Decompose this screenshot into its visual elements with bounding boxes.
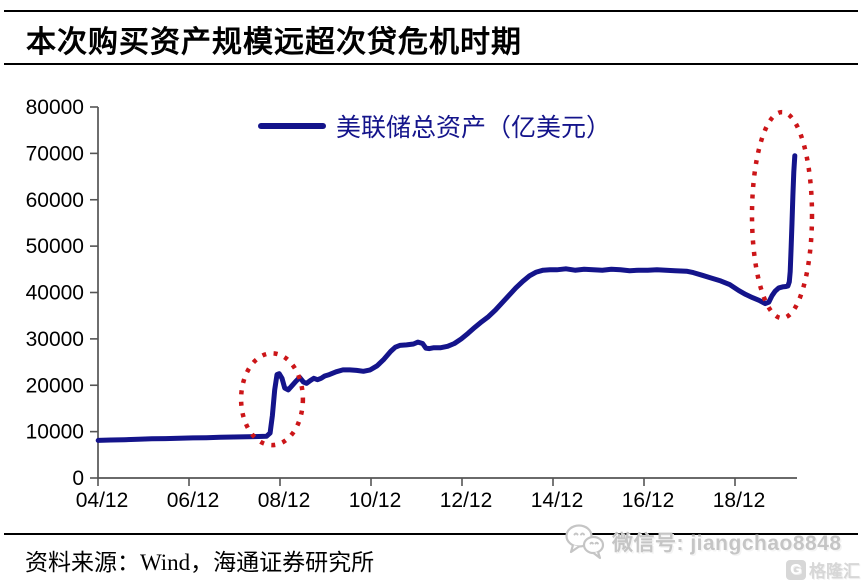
- wechat-icon: [565, 524, 605, 560]
- wechat-watermark: 微信号: jiangchao8848: [564, 522, 842, 562]
- x-axis-tick-label: 16/12: [622, 489, 675, 512]
- fed-total-assets-line: [95, 153, 798, 443]
- y-axis-tick-label: 60000: [26, 189, 84, 212]
- legend-label: 美联储总资产（亿美元）: [336, 115, 612, 142]
- highlight-ellipse: [238, 351, 306, 448]
- x-axis-tick-label: 12/12: [440, 489, 493, 512]
- x-axis-tick-label: 06/12: [167, 489, 220, 512]
- y-axis-tick-label: 50000: [26, 235, 84, 258]
- page-title: 本次购买资产规模远超次贷危机时期: [26, 26, 522, 59]
- x-axis-tick-label: 04/12: [76, 489, 129, 512]
- gelonghui-logo: G 格隆汇: [786, 557, 860, 582]
- y-axis-tick-label: 70000: [26, 142, 84, 165]
- legend: 美联储总资产（亿美元）: [258, 108, 611, 144]
- y-axis-tick-label: 80000: [26, 96, 84, 119]
- axes-spines: [97, 107, 797, 479]
- y-axis-tick-label: 40000: [26, 282, 84, 305]
- x-axis-tick-label: 10/12: [349, 489, 402, 512]
- gelonghui-logo-icon: G: [786, 559, 806, 580]
- title-top-rule: [4, 10, 858, 12]
- source-note: 资料来源：Wind，海通证券研究所: [25, 550, 375, 575]
- highlight-ellipse: [749, 109, 815, 321]
- x-axis-tick-label: 14/12: [531, 489, 584, 512]
- wechat-id-text: 微信号: jiangchao8848: [612, 532, 842, 555]
- y-axis-tick-label: 20000: [26, 374, 84, 397]
- y-axis-tick-label: 30000: [26, 328, 84, 351]
- footer-rule: [4, 533, 858, 535]
- x-axis-tick-label: 08/12: [258, 489, 311, 512]
- title-bottom-rule: [4, 63, 858, 65]
- legend-line-swatch: [258, 123, 326, 129]
- y-axis-tick-label: 10000: [26, 421, 84, 444]
- gelonghui-logo-text: 格隆汇: [809, 562, 860, 581]
- x-axis-tick-label: 18/12: [713, 489, 766, 512]
- y-axis-tick-label: 0: [72, 467, 84, 490]
